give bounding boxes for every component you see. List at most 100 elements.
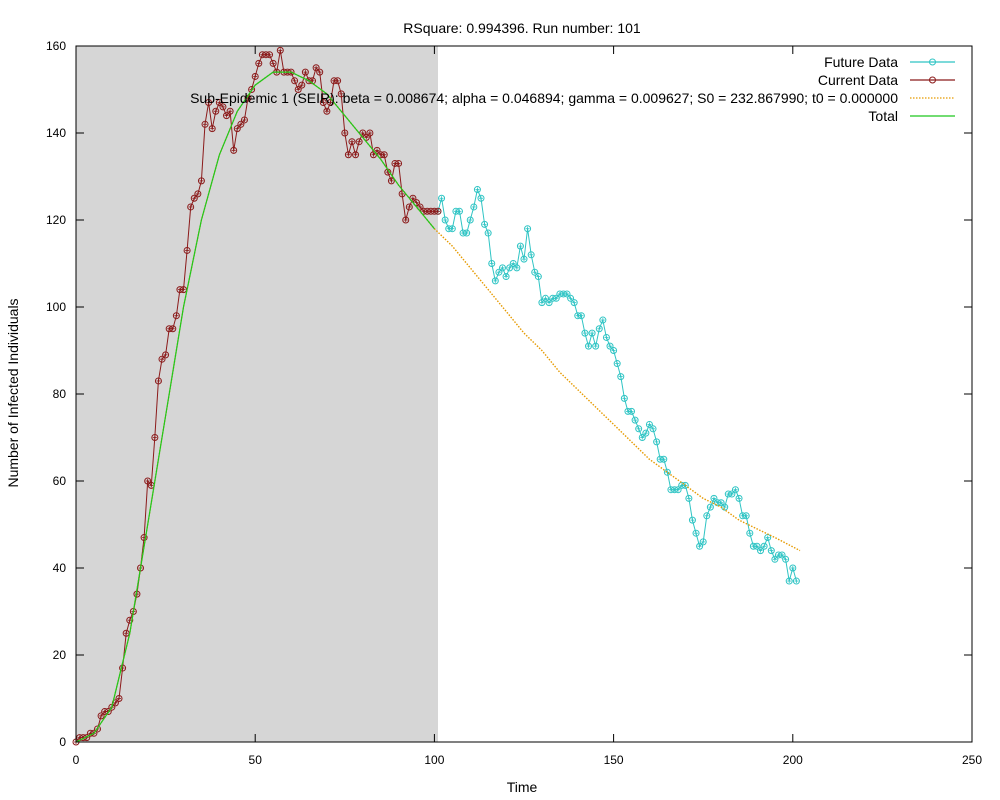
data-point <box>771 555 779 563</box>
data-point <box>319 99 327 107</box>
data-point <box>481 220 489 228</box>
data-point <box>201 120 209 128</box>
data-point <box>767 547 775 555</box>
data-point <box>506 264 514 272</box>
data-point <box>248 86 256 93</box>
data-point <box>477 194 485 202</box>
data-point <box>219 103 227 111</box>
data-point <box>534 273 542 281</box>
data-point <box>577 312 585 320</box>
data-point <box>731 486 739 494</box>
x-tick-label: 250 <box>962 753 982 767</box>
data-point <box>402 216 410 224</box>
data-point <box>495 268 503 276</box>
data-point <box>792 577 800 585</box>
data-point <box>144 477 152 485</box>
y-tick-label: 20 <box>53 648 67 662</box>
data-point <box>366 129 374 137</box>
data-point <box>455 207 463 215</box>
data-point <box>645 420 653 428</box>
data-point <box>251 72 259 80</box>
data-point <box>610 347 618 354</box>
data-point <box>337 90 345 98</box>
x-tick-label: 200 <box>783 753 803 767</box>
data-point <box>681 481 689 489</box>
data-point <box>663 468 671 476</box>
data-point <box>570 299 578 307</box>
data-point <box>631 416 639 424</box>
shaded-region <box>76 46 438 742</box>
data-point <box>620 394 628 402</box>
data-point <box>653 438 661 446</box>
y-tick-label: 140 <box>46 126 66 140</box>
data-point <box>563 290 571 298</box>
data-point <box>592 342 600 350</box>
data-point <box>269 59 277 67</box>
data-point <box>567 294 575 302</box>
data-point <box>448 225 456 233</box>
y-tick-label: 80 <box>53 387 67 401</box>
data-point <box>502 273 510 281</box>
data-point <box>291 77 299 85</box>
data-point <box>223 112 231 120</box>
data-point <box>660 455 668 463</box>
data-point <box>294 86 302 93</box>
data-point <box>162 351 170 359</box>
data-point <box>140 534 148 542</box>
data-point <box>760 542 768 550</box>
x-axis-label: Time <box>507 779 538 795</box>
data-point <box>692 529 700 537</box>
data-point <box>649 425 657 433</box>
data-point <box>355 138 363 146</box>
data-point <box>524 225 532 233</box>
data-point <box>520 255 528 263</box>
data-point <box>688 516 696 524</box>
data-point <box>126 616 134 624</box>
x-tick-label: 150 <box>604 753 624 767</box>
data-point <box>473 186 481 194</box>
x-tick-label: 50 <box>249 753 263 767</box>
data-point <box>491 277 499 285</box>
data-point <box>602 333 610 341</box>
data-point <box>104 708 112 716</box>
data-point <box>696 542 704 550</box>
y-tick-label: 0 <box>59 735 66 749</box>
data-point <box>441 216 449 224</box>
data-point <box>552 294 560 302</box>
y-axis-label: Number of Infected Individuals <box>5 298 21 487</box>
data-point <box>316 68 324 76</box>
data-point <box>334 77 342 85</box>
data-point <box>588 329 596 337</box>
data-point <box>434 207 442 215</box>
data-point <box>710 494 718 502</box>
data-point <box>613 360 621 368</box>
data-point <box>513 264 521 272</box>
series-line-total <box>75 71 435 743</box>
data-point <box>516 242 524 250</box>
data-point <box>190 194 198 202</box>
data-point <box>405 203 413 211</box>
series-1 <box>72 46 442 746</box>
data-point <box>212 107 220 115</box>
data-point <box>470 203 478 211</box>
data-point <box>757 547 765 555</box>
data-point <box>158 355 166 363</box>
data-point <box>789 564 797 572</box>
data-point <box>527 251 535 259</box>
x-tick-label: 100 <box>424 753 444 767</box>
legend-label: Total <box>868 108 898 124</box>
data-point <box>484 229 492 237</box>
data-point <box>172 312 180 320</box>
data-point <box>341 129 349 137</box>
data-point <box>606 342 614 350</box>
data-point <box>488 260 496 267</box>
y-tick-label: 60 <box>53 474 67 488</box>
data-point <box>169 325 177 333</box>
data-point <box>498 264 506 272</box>
data-point <box>151 434 159 441</box>
data-point <box>782 555 790 563</box>
data-point <box>778 551 786 559</box>
data-point <box>542 294 550 302</box>
data-point <box>237 120 245 128</box>
data-point <box>348 138 356 146</box>
